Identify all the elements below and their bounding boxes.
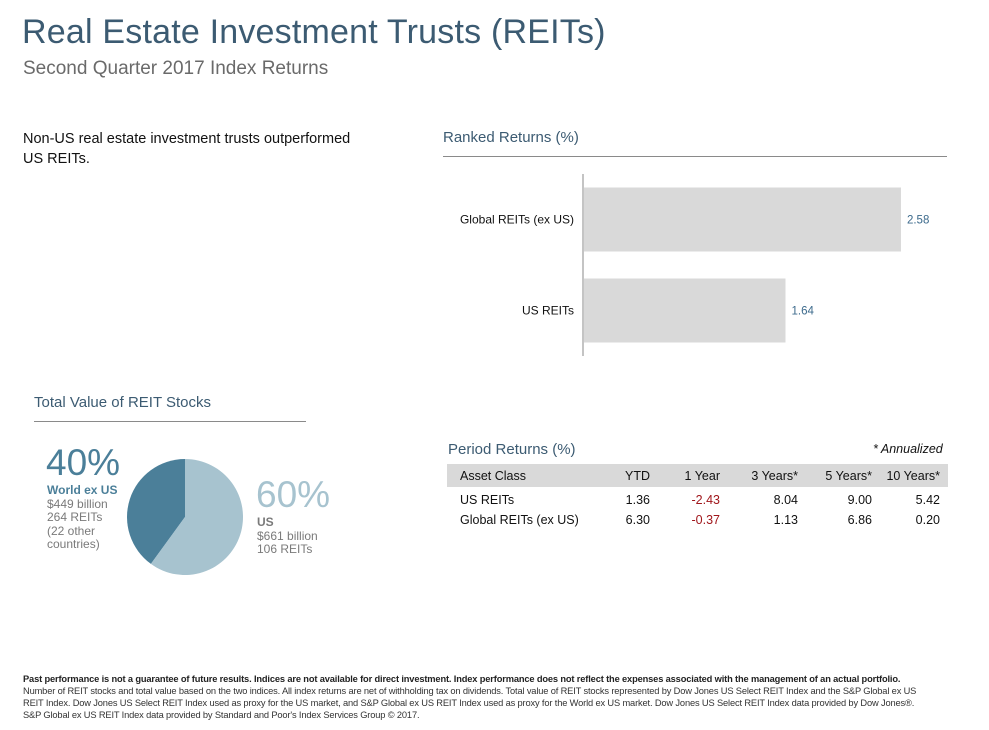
cell-10-years: 5.42 [915,493,940,507]
row-name: Global REITs (ex US) [460,513,579,527]
cell-5-years: 6.86 [847,513,872,527]
world-label: World ex US $449 billion 264 REITs (22 o… [47,483,118,552]
footer: Past performance is not a guarantee of f… [23,673,918,721]
intro-text: Non-US real estate investment trusts out… [23,131,351,167]
table-header-row: Asset Class YTD 1 Year 3 Years* 5 Years*… [447,464,948,487]
cell-1-year: -2.43 [691,493,721,507]
us-count: 106 REITs [257,542,313,556]
world-value: $449 billion [47,496,108,511]
data-label: 1.64 [791,306,814,318]
world-count: 264 REITs [47,510,103,524]
bar [584,278,786,343]
world-name: World ex US [47,483,118,497]
period-returns-title: Period Returns (%) [448,441,576,458]
col-10-years: 10 Years* [872,464,948,487]
footer-notes: Number of REIT stocks and total value ba… [23,686,917,720]
page-subtitle: Second Quarter 2017 Index Returns [23,58,329,79]
ranked-returns-rule [443,156,947,157]
cell-5-years: 9.00 [847,493,872,507]
world-note-2: countries) [47,537,100,551]
col-ytd: YTD [605,464,650,487]
pie-slice-us [150,459,243,575]
category-label: Global REITs (ex US) [460,213,574,227]
col-asset-class: Asset Class [447,464,605,487]
bar [584,187,901,252]
total-value-rule [34,421,306,422]
col-5-years: 5 Years* [798,464,872,487]
cell-10-years: 0.20 [915,513,940,527]
footer-disclaimer: Past performance is not a guarantee of f… [23,674,901,684]
cell-1-year: -0.37 [691,513,721,527]
category-label: US REITs [522,304,574,318]
us-name: US [257,515,274,529]
row-name: US REITs [460,493,515,507]
cell-3-years: 1.13 [773,513,798,527]
col-3-years: 3 Years* [720,464,798,487]
cell-ytd: 1.36 [625,493,650,507]
cell-3-years: 8.04 [773,493,798,507]
world-note-1: (22 other [47,523,96,538]
ranked-returns-title: Ranked Returns (%) [443,129,579,146]
ranked-returns-chart: Global REITs (ex US) 2.58 US REITs 1.64 [460,174,929,356]
data-label: 2.58 [907,215,929,227]
table-row: US REITs 1.36 -2.43 8.04 9.00 5.42 [447,487,948,510]
page-title: Real Estate Investment Trusts (REITs) [22,13,606,51]
total-value-title: Total Value of REIT Stocks [34,394,212,411]
pie-slice-world-ex-us [127,459,185,564]
annualized-note: * Annualized [873,442,943,456]
table-row: Global REITs (ex US) 6.30 -0.37 1.13 6.8… [447,510,948,530]
col-1-year: 1 Year [650,464,720,487]
reit-value-pie [127,459,243,575]
cell-ytd: 6.30 [625,513,650,527]
us-label: US $661 billion 106 REITs [257,515,318,557]
us-pct-label: 60% [256,474,331,515]
world-pct-label: 40% [46,442,121,483]
us-value: $661 billion [257,528,318,543]
period-returns-table: Asset Class YTD 1 Year 3 Years* 5 Years*… [447,464,948,530]
